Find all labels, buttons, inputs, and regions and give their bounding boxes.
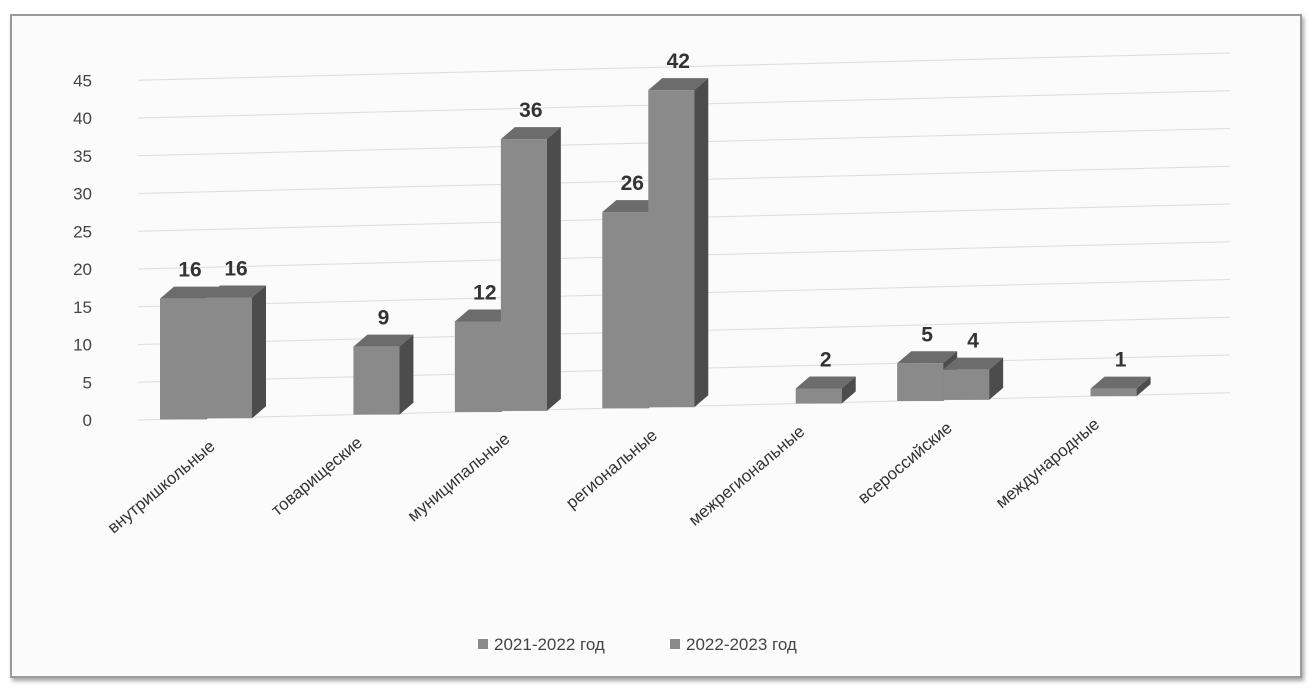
- bar-series1-0-top: [160, 286, 220, 299]
- category-label: международные: [992, 414, 1103, 512]
- bar-series2-0-top: [206, 285, 266, 298]
- y-tick-label: 40: [73, 109, 92, 128]
- bar-series2-3: [648, 78, 709, 408]
- data-label: 36: [519, 99, 542, 122]
- bar-series2-5: [943, 357, 1004, 400]
- y-tick-label: 35: [73, 147, 92, 166]
- y-tick-label: 45: [73, 71, 92, 90]
- legend-label: 2021-2022 год: [494, 635, 605, 654]
- bar-series2-0: [206, 285, 266, 419]
- data-label: 12: [473, 281, 496, 304]
- bar-series2-3-front: [648, 90, 695, 408]
- data-label: 5: [921, 323, 933, 346]
- bar-series2-4: [795, 376, 856, 404]
- y-tick-label: 25: [73, 222, 92, 241]
- bar-series1-2-front: [454, 321, 501, 413]
- data-label: 16: [178, 259, 201, 282]
- y-tick-label: 5: [83, 373, 92, 392]
- data-label: 42: [667, 50, 690, 73]
- bar-series2-6-side: [1136, 376, 1151, 397]
- category-label: товарищеские: [268, 433, 366, 520]
- bar-series2-0-side: [252, 285, 266, 419]
- y-tick-label: 30: [73, 185, 92, 204]
- bar-series2-1-side: [399, 334, 414, 415]
- bar-series1-5-front: [897, 363, 944, 402]
- bar-series2-4-front: [795, 388, 842, 404]
- category-label: внутришкольные: [104, 437, 219, 538]
- bar-series2-3-top: [648, 78, 709, 91]
- y-tick-label: 15: [73, 298, 92, 317]
- bar-series2-6-top: [1090, 376, 1151, 389]
- data-label: 1: [1115, 349, 1127, 372]
- category-label: региональные: [562, 426, 661, 513]
- bar-series2-4-side: [841, 376, 856, 404]
- bar-series2-2-top: [500, 127, 561, 140]
- bar-series2-5-top: [943, 357, 1004, 370]
- category-label: всероссийские: [854, 418, 956, 507]
- bar-series2-1-top: [353, 334, 414, 347]
- bar-series2-1: [353, 334, 414, 415]
- y-tick-label: 10: [73, 336, 92, 355]
- legend-swatch: [670, 639, 680, 649]
- bar-series2-2: [500, 127, 561, 411]
- data-label: 4: [967, 330, 979, 353]
- bar-series2-0-front: [206, 297, 252, 419]
- bar-series2-1-front: [353, 346, 400, 415]
- bar-series1-2-top: [454, 309, 515, 322]
- bar-series2-5-side: [989, 357, 1004, 400]
- bar-series1-0-front: [160, 298, 206, 420]
- bar-series2-4-top: [795, 376, 856, 389]
- bar-series1-5-top: [897, 351, 958, 364]
- bar-series1-3-top: [602, 200, 663, 213]
- bar-series2-5-front: [943, 369, 990, 400]
- category-label: межрегиональные: [685, 422, 808, 530]
- data-label: 16: [224, 258, 247, 281]
- bar-series2-2-front: [500, 139, 547, 411]
- data-label: 9: [378, 307, 390, 330]
- bar-series2-6-front: [1090, 388, 1137, 397]
- bar-series1-3-front: [602, 212, 649, 409]
- legend-label: 2022-2023 год: [686, 635, 797, 654]
- data-label: 2: [820, 348, 832, 371]
- gridline: [137, 52, 1231, 81]
- legend-swatch: [478, 639, 488, 649]
- category-label: муниципальные: [404, 429, 514, 525]
- data-label: 26: [621, 172, 644, 195]
- bar-series2-2-side: [546, 127, 561, 411]
- y-tick-label: 0: [83, 411, 92, 430]
- bar-series2-6: [1090, 376, 1151, 397]
- y-tick-label: 20: [73, 260, 92, 279]
- bar-series2-3-side: [694, 78, 709, 408]
